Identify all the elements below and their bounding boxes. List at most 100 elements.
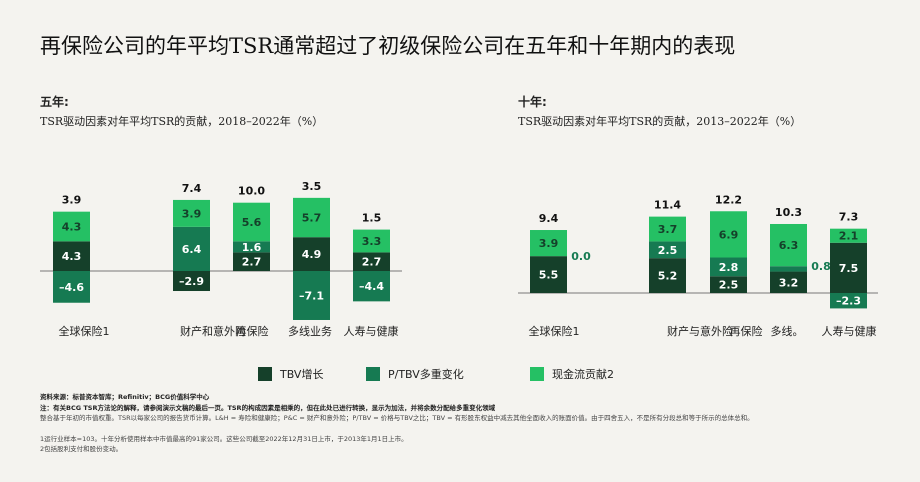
legend-item-cashflow: 现金流贡献2 <box>530 366 614 382</box>
segment-label: 3.9 <box>182 207 202 220</box>
segment-label: 5.5 <box>539 269 559 282</box>
legend-label-cashflow: 现金流贡献2 <box>552 368 614 381</box>
total-label: 3.9 <box>62 194 82 207</box>
bar-segment <box>710 276 747 293</box>
bar-segment <box>830 242 867 293</box>
legend-swatch-tbv <box>258 367 272 381</box>
segment-label: 2.7 <box>242 256 262 269</box>
legend-label-ptbv: P/TBV多重变化 <box>388 368 464 381</box>
bar-segment <box>770 266 807 272</box>
footnote-basis: 整合基于年初的市值权重。TSR以每家公司的报告货币计算。L&H = 寿险和健康险… <box>40 414 754 422</box>
segment-label: 3.7 <box>658 223 678 236</box>
bar-segment <box>233 202 270 242</box>
bar-segment <box>710 211 747 258</box>
segment-label: –4.6 <box>59 281 84 294</box>
segment-label: 3.9 <box>539 237 559 250</box>
panel-ten-year-subtitle: TSR驱动因素对年平均TSR的贡献，2013–2022年（%） <box>518 115 802 128</box>
total-label: 7.3 <box>839 211 859 224</box>
legend-item-tbv: TBV增长 <box>258 366 323 382</box>
total-label: 11.4 <box>654 199 681 212</box>
bar-segment <box>173 226 210 271</box>
bar-segment <box>53 271 90 303</box>
total-label: 7.4 <box>182 182 202 195</box>
bar-segment <box>353 252 390 271</box>
segment-label: 5.6 <box>242 216 262 229</box>
category-label: 多线业务 <box>288 324 332 338</box>
bar-segment <box>353 271 390 302</box>
chart-legend: TBV增长 P/TBV多重变化 现金流贡献2 <box>0 366 920 382</box>
category-label: 全球保险1 <box>59 324 110 338</box>
segment-label: 2.5 <box>719 279 739 292</box>
panel-five-year-label: 五年: <box>40 95 69 109</box>
bar-segment <box>530 230 567 257</box>
footnote-note: 注：有关BCG TSR方法论的解释，请参阅演示文稿的最后一页。TSR的构成因素是… <box>40 404 496 412</box>
category-label: 财产和意外险 <box>180 324 246 338</box>
segment-label: –4.4 <box>359 280 384 293</box>
bar-segment <box>770 271 807 293</box>
segment-label: 5.7 <box>302 212 322 225</box>
segment-label: 5.2 <box>658 270 678 283</box>
legend-item-ptbv: P/TBV多重变化 <box>366 366 464 382</box>
panel-five-year-header: 五年: TSR驱动因素对年平均TSR的贡献，2018–2022年（%） <box>40 93 323 129</box>
bar-segment <box>649 241 686 259</box>
segment-label: 3.3 <box>362 235 382 248</box>
bar-segment <box>293 197 330 238</box>
total-label: 1.5 <box>362 212 382 225</box>
category-label: 人寿与健康 <box>344 324 399 338</box>
total-label: 3.5 <box>302 180 322 193</box>
chart-five-year: 4.3 –4.6 4.3 3.9 全球保险1 –2.9 6.4 3.9 7.4 财产和意外险 2.7… <box>40 180 402 338</box>
segment-label: 4.3 <box>62 220 82 233</box>
segment-label: 4.9 <box>302 248 322 261</box>
segment-label: 2.8 <box>719 261 739 274</box>
segment-label: –2.3 <box>836 295 861 308</box>
segment-label: 2.1 <box>839 230 859 243</box>
category-label: 全球保险1 <box>529 324 580 338</box>
segment-label: –7.1 <box>299 289 324 302</box>
segment-label: 7.5 <box>839 262 859 275</box>
bar-segment <box>173 199 210 227</box>
bar-segment <box>233 252 270 271</box>
category-label: 多线。 <box>771 324 804 338</box>
footnote-source: 资料来源：标普资本智库；Refinitiv；BCG价值科学中心 <box>40 393 210 401</box>
segment-label: 6.9 <box>719 228 739 241</box>
panel-ten-year-label: 十年: <box>518 95 547 109</box>
bar-segment <box>173 271 210 292</box>
bar-segment <box>293 271 330 320</box>
bar-segment <box>293 237 330 271</box>
segment-label: 6.3 <box>779 239 799 252</box>
segment-label: 3.2 <box>779 276 799 289</box>
category-label: 财产与意外险 <box>667 324 733 338</box>
total-label: 9.4 <box>539 212 559 225</box>
bar-segment <box>53 211 90 242</box>
footnote-2: 2包括股利支付和股份变动。 <box>40 445 123 453</box>
category-label: 人寿与健康 <box>822 324 877 338</box>
segment-label: 0.8 <box>811 260 831 273</box>
segment-label: 6.4 <box>182 243 202 256</box>
bar-segment <box>530 256 567 293</box>
chart-ten-year: 5.5 0.0 3.9 9.4 全球保险1 5.2 2.5 3.7 11.4 财产与意外险 2.5 2… <box>518 193 878 338</box>
legend-swatch-cashflow <box>530 367 544 381</box>
panel-five-year-subtitle: TSR驱动因素对年平均TSR的贡献，2018–2022年（%） <box>40 115 324 128</box>
bar-segment <box>770 223 807 267</box>
segment-label: –2.9 <box>179 275 204 288</box>
bar-segment <box>830 228 867 243</box>
page-title: 再保险公司的年平均TSR通常超过了初级保险公司在五年和十年期内的表现 <box>40 34 736 58</box>
category-label: 再保险 <box>730 324 763 338</box>
legend-swatch-ptbv <box>366 367 380 381</box>
footnote-1: 1运行业样本=103。十年分析使用样本中市值最高的91家公司。这些公司截至202… <box>40 435 408 443</box>
bar-segment <box>649 216 686 242</box>
bar-segment <box>649 258 686 293</box>
bar-segment <box>353 229 390 253</box>
total-label: 10.0 <box>238 185 265 198</box>
segment-label: 2.5 <box>658 244 678 257</box>
legend-label-tbv: TBV增长 <box>280 368 324 381</box>
panel-ten-year-header: 十年: TSR驱动因素对年平均TSR的贡献，2013–2022年（%） <box>518 93 801 129</box>
category-label: 再保险 <box>236 324 269 338</box>
bar-segment <box>53 241 90 271</box>
bar-segment <box>830 293 867 309</box>
total-label: 10.3 <box>775 206 802 219</box>
segment-label: 4.3 <box>62 250 82 263</box>
total-label: 12.2 <box>715 193 742 206</box>
segment-label: 1.6 <box>242 241 262 254</box>
bar-segment <box>710 257 747 277</box>
